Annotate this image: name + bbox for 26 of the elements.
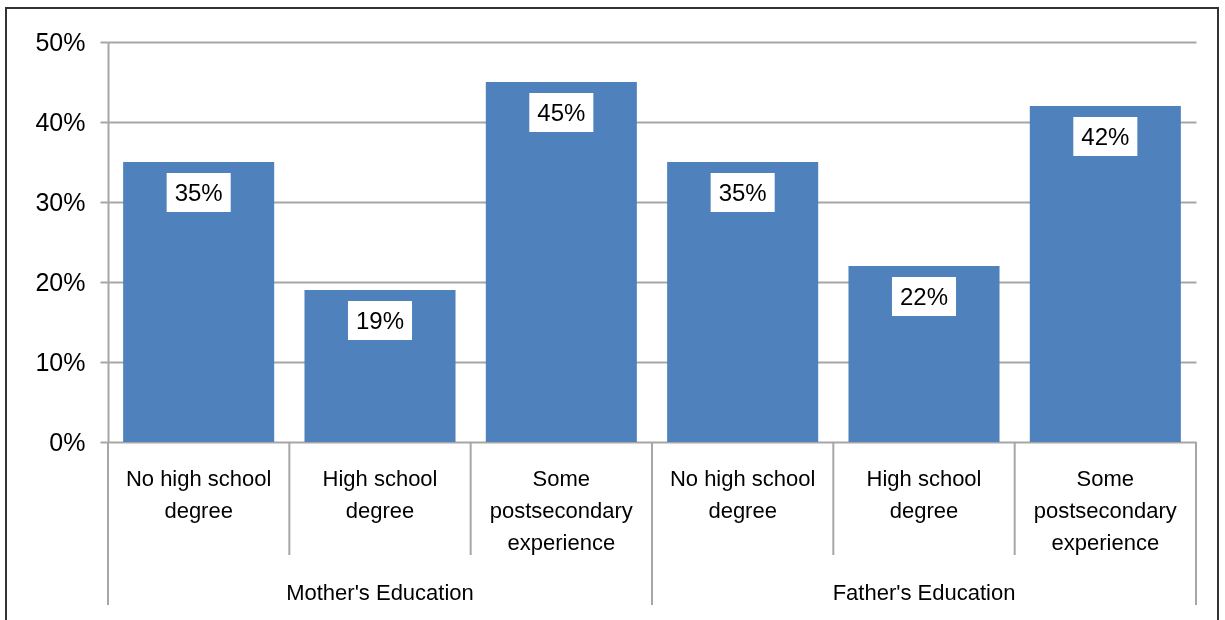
- y-tick-label: 30%: [35, 187, 86, 216]
- text: Father's Education: [832, 580, 1016, 605]
- y-tick-label: 0%: [49, 427, 86, 456]
- y-tick-label: 40%: [35, 107, 86, 136]
- x-tick-label: No high school degree: [669, 465, 816, 523]
- bar: [485, 82, 637, 442]
- x-tick-label: No high school degree: [125, 465, 272, 523]
- bar: [848, 266, 1000, 442]
- bar: [304, 290, 456, 442]
- data-label: 35%: [174, 179, 223, 206]
- x-tick-label: Some postsecondary experience: [489, 465, 633, 555]
- data-label: 35%: [718, 179, 767, 206]
- x-tick-label: High school degree: [866, 465, 982, 523]
- y-tick-label: 10%: [35, 347, 86, 376]
- text: Mother's Education: [286, 580, 474, 605]
- bar: [667, 162, 819, 442]
- data-label: 42%: [1081, 123, 1130, 150]
- y-tick-label: 50%: [35, 27, 86, 56]
- data-label: 45%: [537, 99, 586, 126]
- y-tick-label: 20%: [35, 267, 86, 296]
- data-label: 22%: [899, 283, 949, 310]
- bar: [1029, 106, 1181, 442]
- x-tick-label: High school degree: [322, 465, 438, 523]
- data-label: 19%: [355, 307, 405, 334]
- x-tick-label: Some postsecondary experience: [1033, 465, 1177, 555]
- bar: [123, 162, 275, 442]
